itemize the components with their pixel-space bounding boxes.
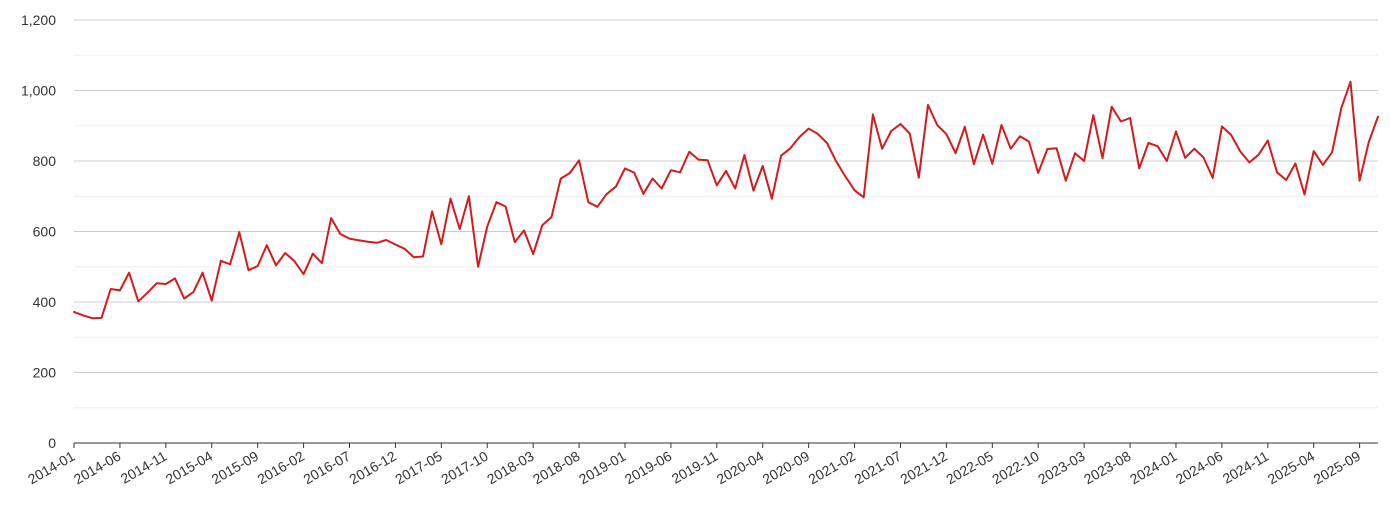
x-axis-tick-labels: 2014-012014-062014-112015-042015-092016-… [25, 448, 1363, 488]
x-tick-label: 2022-10 [989, 448, 1042, 488]
minor-gridlines [74, 54, 1378, 409]
y-tick-label: 800 [33, 153, 57, 169]
x-tick-label: 2018-08 [530, 448, 583, 488]
x-tick-label: 2017-05 [392, 448, 445, 488]
x-axis-ticks [73, 443, 1361, 448]
x-tick-label: 2021-12 [897, 448, 950, 488]
x-tick-label: 2016-12 [346, 448, 399, 488]
x-tick-label: 2014-06 [71, 448, 124, 488]
x-tick-label: 2024-06 [1173, 448, 1226, 488]
series-group [73, 80, 1379, 320]
x-tick-label: 2025-09 [1311, 448, 1364, 488]
y-tick-label: 400 [33, 294, 57, 310]
x-tick-label: 2019-11 [669, 448, 721, 487]
x-tick-label: 2024-01 [1127, 448, 1180, 488]
x-tick-label: 2021-02 [806, 448, 859, 488]
x-tick-label: 2015-04 [163, 448, 216, 488]
x-tick-label: 2019-01 [576, 448, 629, 488]
x-tick-label: 2023-03 [1035, 448, 1088, 488]
x-tick-label: 2015-09 [209, 448, 262, 488]
x-tick-label: 2016-07 [300, 448, 353, 488]
x-tick-label: 2020-09 [760, 448, 813, 488]
y-tick-label: 1,200 [21, 12, 56, 28]
y-axis-tick-labels: 0 200 400 600 800 1,000 1,200 [21, 12, 56, 451]
x-tick-label: 2018-03 [484, 448, 537, 488]
x-tick-label: 2014-11 [118, 448, 170, 487]
y-tick-label: 200 [33, 365, 57, 381]
y-tick-label: 1,000 [21, 83, 56, 99]
x-tick-label: 2017-10 [438, 448, 491, 488]
x-tick-label: 2021-07 [851, 448, 904, 488]
major-gridlines [74, 19, 1378, 373]
series-line [73, 80, 1379, 320]
x-tick-label: 2024-11 [1220, 448, 1272, 487]
x-tick-label: 2023-08 [1081, 448, 1134, 488]
x-tick-label: 2022-05 [943, 448, 996, 488]
y-tick-label: 0 [48, 435, 56, 451]
x-tick-label: 2016-02 [255, 448, 308, 488]
x-tick-label: 2019-06 [622, 448, 675, 488]
x-tick-label: 2014-01 [25, 448, 78, 488]
y-tick-label: 600 [33, 224, 57, 240]
x-tick-label: 2025-04 [1265, 448, 1318, 488]
x-tick-label: 2020-04 [714, 448, 767, 488]
